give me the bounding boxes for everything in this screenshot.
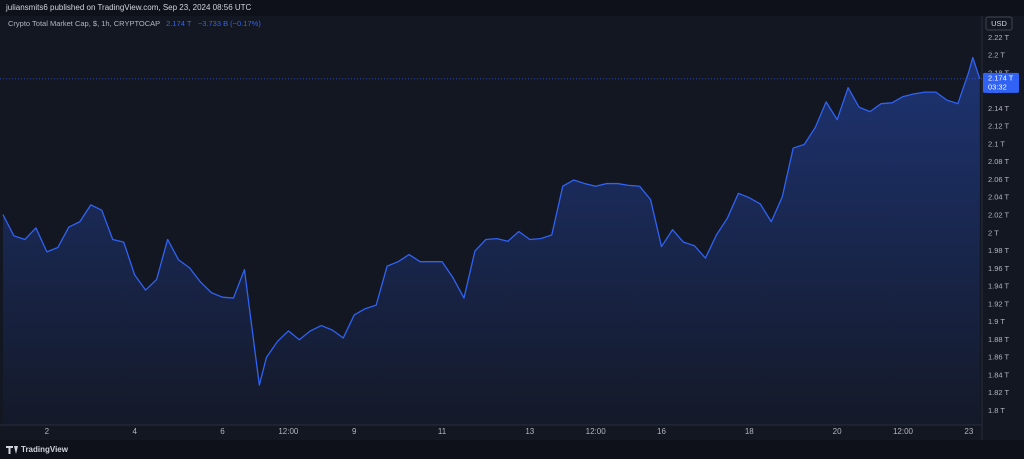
header-text: juliansmits6 published on TradingView.co… (5, 3, 252, 12)
x-tick-label: 12:00 (893, 427, 914, 436)
brand: TradingView (21, 445, 69, 454)
y-tick-label: 2.06 T (988, 175, 1010, 184)
x-tick-label: 23 (964, 427, 973, 436)
y-tick-label: 2.14 T (988, 104, 1010, 113)
legend-change: −3.733 B (−0.17%) (198, 19, 261, 28)
y-tick-label: 1.8 T (988, 406, 1005, 415)
footer-bar (0, 440, 1024, 459)
legend-value: 2.174 T (166, 19, 192, 28)
x-tick-label: 12:00 (586, 427, 607, 436)
y-tick-label: 1.94 T (988, 282, 1010, 291)
y-tick-label: 1.82 T (988, 388, 1010, 397)
y-tick-label: 2.08 T (988, 157, 1010, 166)
x-tick-label: 4 (132, 427, 137, 436)
x-tick-label: 13 (525, 427, 534, 436)
y-tick-label: 1.96 T (988, 264, 1010, 273)
price-line (2, 56, 981, 386)
x-tick-label: 12:00 (278, 427, 299, 436)
x-tick-label: 18 (745, 427, 754, 436)
x-tick-label: 9 (352, 427, 357, 436)
x-tick-label: 20 (833, 427, 842, 436)
last-price-label: 2.174 T (988, 73, 1014, 82)
area (2, 57, 980, 426)
x-tick-label: 11 (438, 427, 447, 436)
x-tick-label: 16 (657, 427, 666, 436)
y-tick-label: 2.04 T (988, 193, 1010, 202)
legend-title: Crypto Total Market Cap, $, 1h, CRYPTOCA… (8, 19, 160, 28)
legend: Crypto Total Market Cap, $, 1h, CRYPTOCA… (8, 19, 261, 28)
y-tick-label: 1.84 T (988, 370, 1010, 379)
currency-box[interactable] (985, 16, 1013, 31)
y-tick-label: 2.02 T (988, 211, 1010, 220)
y-tick-label: 2.2 T (988, 51, 1005, 60)
y-tick-label: 2.1 T (988, 139, 1005, 148)
y-tick-label: 1.88 T (988, 335, 1010, 344)
brand-logo (6, 446, 18, 454)
countdown: 03:32 (988, 82, 1007, 91)
y-tick-label: 1.92 T (988, 299, 1010, 308)
plot: 1.8 T 1.82 T 1.84 T 1.86 T 1.88 T 1.9 T 1.92 T… (0, 33, 1019, 436)
y-tick-label: 1.86 T (988, 353, 1010, 362)
x-tick-label: 6 (220, 427, 225, 436)
y-tick-label: 2 T (988, 228, 999, 237)
x-tick-label: 2 (45, 427, 50, 436)
last-price-box (983, 72, 1019, 93)
y-tick-label: 2.22 T (988, 33, 1010, 42)
y-tick-label: 2.12 T (988, 122, 1010, 131)
currency[interactable]: USD (991, 19, 1007, 28)
header-bar (0, 0, 1024, 16)
y-tick-label: 1.9 T (988, 317, 1005, 326)
y-tick-label: 1.98 T (988, 246, 1010, 255)
